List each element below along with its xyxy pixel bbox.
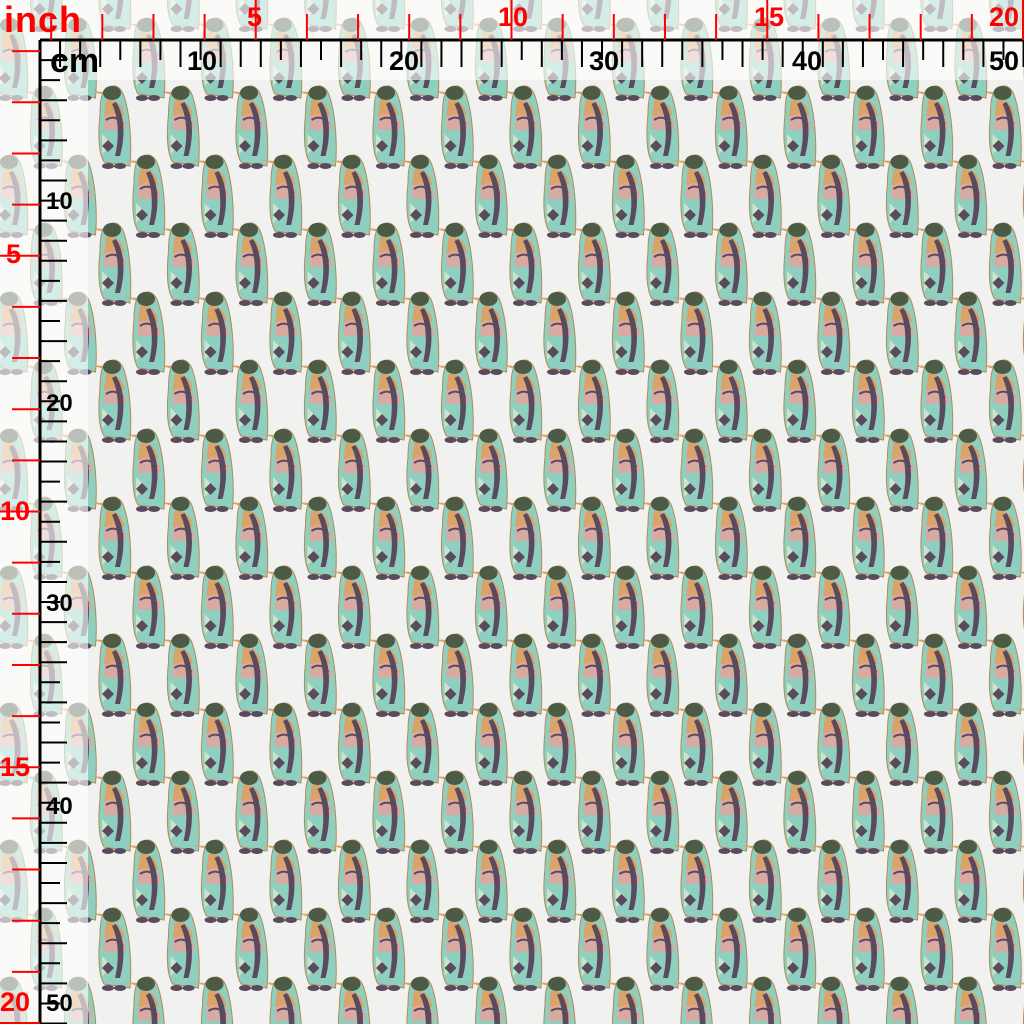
left-cm-label: 40: [46, 793, 73, 820]
top-inch-label: 15: [754, 2, 785, 32]
left-inch-label: 10: [0, 496, 31, 526]
top-cm-label: 30: [589, 46, 620, 76]
top-inch-label: 5: [247, 2, 263, 32]
inch-unit-label: inch: [4, 0, 83, 40]
top-cm-label: 50: [989, 46, 1020, 76]
top-inch-label: 10: [498, 2, 529, 32]
left-inch-label: 5: [6, 239, 22, 269]
left-inch-label: 20: [0, 987, 31, 1017]
left-cm-label: 10: [46, 188, 73, 215]
top-cm-label: 40: [792, 46, 823, 76]
top-cm-label: 20: [389, 46, 420, 76]
left-cm-label: 30: [46, 590, 73, 617]
left-inch-label: 15: [0, 752, 31, 782]
left-cm-label: 20: [46, 390, 73, 417]
top-inch-label: 20: [989, 2, 1020, 32]
cm-unit-label: cm: [50, 42, 100, 80]
top-cm-label: 10: [187, 46, 218, 76]
ruler-overlay-left: [0, 80, 88, 1024]
left-cm-label: 50: [46, 990, 73, 1017]
